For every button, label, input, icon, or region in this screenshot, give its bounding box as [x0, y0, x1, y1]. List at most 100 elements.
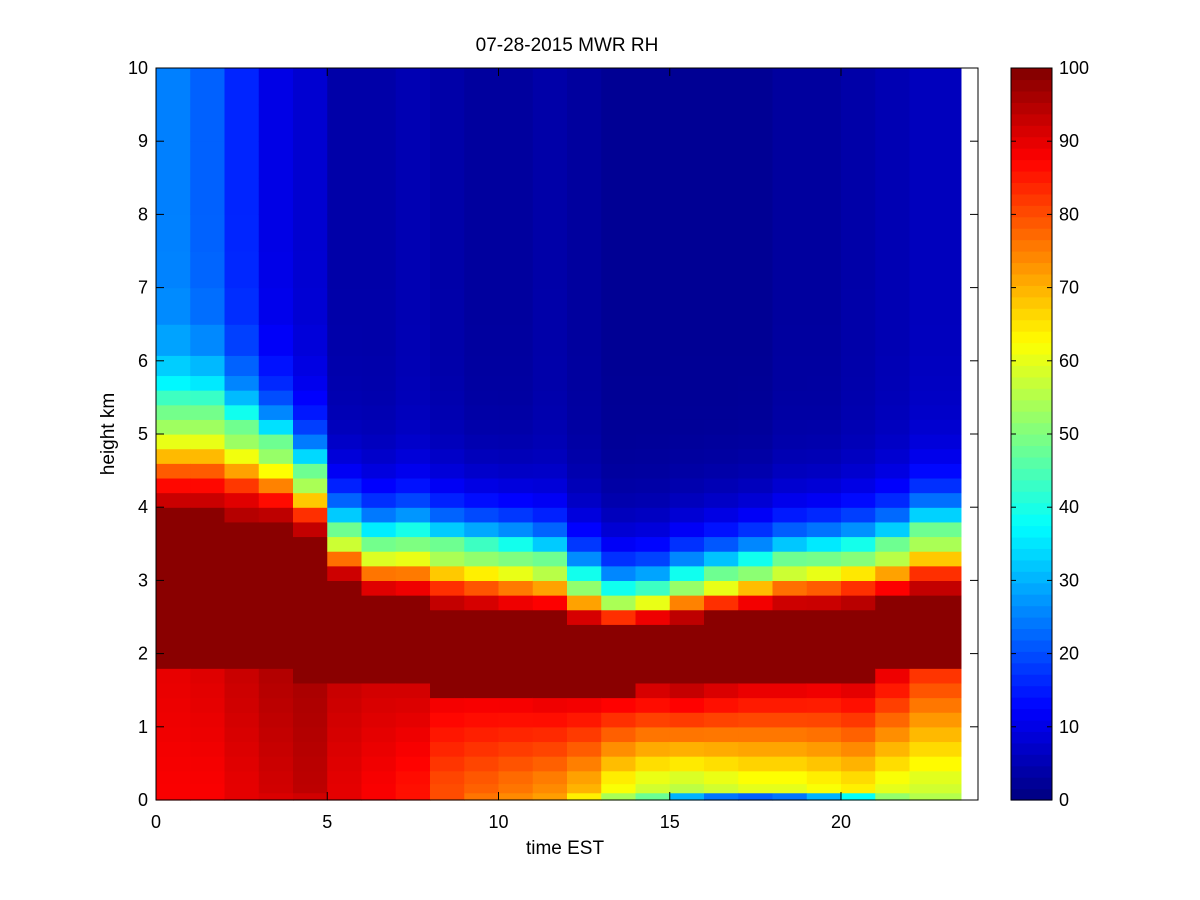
heatmap-cell	[224, 741, 260, 757]
heatmap-cell	[361, 624, 397, 640]
heatmap-cell	[258, 682, 294, 699]
heatmap-cell	[430, 404, 465, 420]
heatmap-cell	[635, 609, 671, 625]
colorbar-swatch	[1011, 102, 1052, 115]
heatmap-cell	[841, 404, 876, 420]
heatmap-cell	[361, 251, 397, 289]
heatmap-cell	[498, 214, 534, 252]
heatmap-cell	[704, 580, 739, 596]
y-tick-label: 1	[138, 717, 148, 737]
heatmap-cell	[635, 492, 671, 508]
heatmap-cell	[567, 712, 602, 728]
heatmap-cell	[635, 404, 671, 420]
heatmap-cell	[190, 756, 226, 772]
heatmap-cell	[601, 726, 637, 743]
heatmap-cell	[190, 324, 226, 356]
heatmap-cell	[909, 477, 962, 494]
heatmap-cell	[361, 726, 397, 743]
heatmap-cell	[224, 536, 260, 552]
heatmap-cell	[875, 792, 911, 801]
heatmap-cell	[841, 68, 876, 106]
heatmap-cell	[224, 565, 260, 581]
heatmap-cell	[738, 507, 774, 523]
heatmap-cell	[738, 177, 774, 215]
heatmap-cell	[875, 565, 911, 581]
heatmap-cell	[909, 638, 962, 655]
colorbar-swatch	[1011, 502, 1052, 515]
heatmap-cell	[704, 492, 739, 508]
heatmap-cell	[224, 404, 260, 420]
heatmap-cell	[532, 580, 568, 596]
heatmap-cell	[669, 104, 705, 142]
heatmap-cell	[806, 477, 842, 494]
heatmap-cell	[361, 756, 397, 772]
heatmap-cell	[498, 783, 534, 794]
heatmap-cell	[293, 551, 328, 567]
heatmap-cell	[601, 375, 637, 391]
heatmap-cell	[841, 324, 876, 356]
heatmap-cell	[567, 375, 602, 391]
heatmap-cell	[806, 68, 842, 106]
heatmap-cell	[772, 697, 808, 713]
heatmap-cell	[464, 595, 500, 611]
heatmap-cell	[464, 565, 500, 581]
heatmap-cell	[567, 477, 602, 494]
heatmap-cell	[190, 448, 226, 464]
heatmap-cell	[464, 792, 500, 801]
heatmap-cell	[806, 756, 842, 772]
heatmap-cell	[293, 595, 328, 611]
heatmap-cell	[361, 697, 397, 713]
heatmap-cell	[772, 104, 808, 142]
heatmap-cell	[464, 580, 500, 596]
heatmap-cell	[293, 492, 328, 508]
heatmap-cell	[635, 638, 671, 655]
heatmap-cell	[361, 783, 397, 794]
heatmap-cell	[601, 712, 637, 728]
heatmap-cell	[224, 507, 260, 523]
heatmap-cell	[532, 741, 568, 757]
heatmap-cell	[567, 68, 602, 106]
heatmap-cell	[738, 404, 774, 420]
heatmap-cell	[635, 770, 671, 785]
heatmap-cell	[601, 324, 637, 356]
heatmap-cell	[738, 214, 774, 252]
heatmap-cell	[498, 756, 534, 772]
heatmap-cell	[909, 551, 962, 567]
heatmap-cell	[875, 463, 911, 479]
heatmap-cell	[156, 712, 191, 728]
heatmap-cell	[293, 68, 328, 106]
heatmap-cell	[532, 638, 568, 655]
heatmap-cell	[327, 653, 363, 669]
heatmap-cell	[738, 580, 774, 596]
heatmap-cell	[841, 434, 876, 450]
heatmap-cell	[190, 551, 226, 567]
heatmap-cell	[875, 507, 911, 523]
heatmap-cell	[498, 741, 534, 757]
heatmap-cell	[327, 783, 363, 794]
heatmap-cell	[841, 355, 876, 377]
heatmap-cell	[772, 741, 808, 757]
heatmap-cell	[190, 521, 226, 538]
heatmap-cell	[327, 68, 363, 106]
heatmap-cell	[258, 653, 294, 669]
heatmap-cell	[361, 565, 397, 581]
heatmap-cell	[806, 448, 842, 464]
heatmap-cell	[156, 214, 191, 252]
heatmap-cell	[738, 448, 774, 464]
heatmap-cell	[156, 638, 191, 655]
heatmap-cell	[395, 668, 431, 684]
heatmap-cell	[875, 536, 911, 552]
heatmap-cell	[772, 624, 808, 640]
heatmap-cell	[430, 653, 465, 669]
heatmap-cell	[190, 477, 226, 494]
heatmap-cell	[430, 668, 465, 684]
heatmap-cell	[532, 492, 568, 508]
heatmap-cell	[738, 565, 774, 581]
heatmap-cell	[669, 653, 705, 669]
heatmap-cell	[738, 521, 774, 538]
colorbar-swatch	[1011, 571, 1052, 584]
heatmap-cell	[806, 375, 842, 391]
colorbar-swatch	[1011, 319, 1052, 332]
heatmap-cell	[704, 682, 739, 699]
heatmap-cell	[772, 287, 808, 325]
